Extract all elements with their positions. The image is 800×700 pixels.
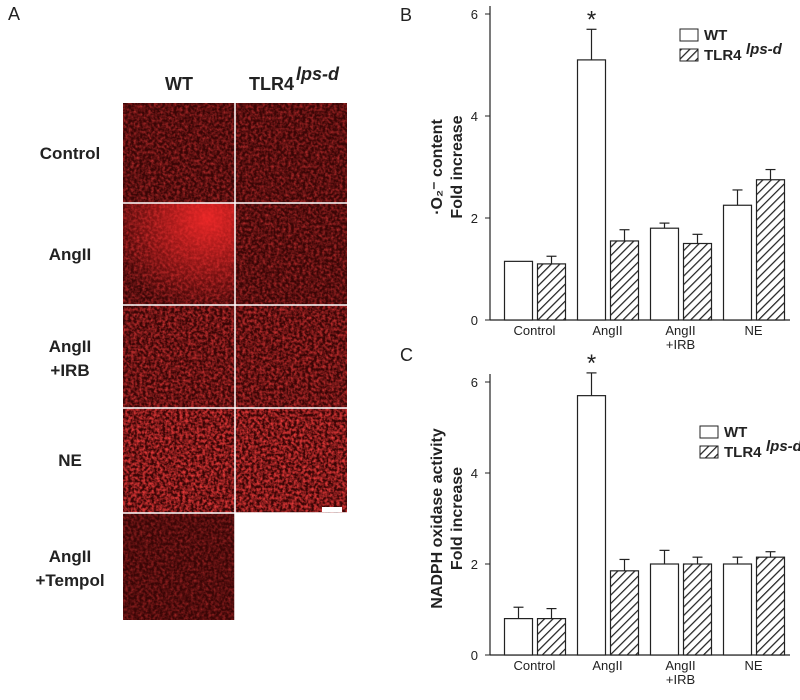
row-label: AngII (49, 337, 92, 356)
bar (649, 227, 680, 321)
x-tick-label: NE (744, 323, 762, 338)
x-tick-label: AngII (592, 323, 622, 338)
y-tick-label: 6 (471, 375, 478, 390)
x-tick-label: +IRB (666, 672, 695, 687)
row-label: NE (58, 451, 82, 470)
bar (609, 570, 640, 656)
legend-label: WT (724, 424, 747, 441)
legend-swatch (679, 28, 699, 42)
legend-swatch (699, 425, 719, 439)
column-label: WT (165, 74, 193, 94)
y-axis-title: NADPH oxidase activity (429, 428, 446, 609)
error-bar (619, 229, 630, 241)
bar (576, 395, 607, 656)
bar (576, 59, 607, 321)
row-label: AngII (49, 547, 92, 566)
bar (722, 563, 753, 656)
y-tick-label: 4 (471, 109, 478, 124)
y-tick-label: 4 (471, 466, 478, 481)
x-tick-label: +IRB (666, 337, 695, 352)
legend-label: TLR4 (724, 444, 762, 461)
legend-label-sup: lps-d (766, 438, 800, 455)
y-tick-label: 0 (471, 648, 478, 663)
error-bar (619, 558, 630, 571)
panel-label: B (400, 5, 412, 25)
bar (536, 617, 567, 656)
x-tick-label: AngII (592, 658, 622, 673)
bar (682, 563, 713, 656)
bar (755, 556, 786, 656)
bar (503, 617, 534, 656)
bar (536, 263, 567, 321)
row-label: Control (40, 144, 100, 163)
bar (722, 204, 753, 321)
x-tick-label: AngII (665, 658, 695, 673)
error-bar (659, 222, 670, 229)
legend-swatch (679, 48, 699, 62)
panel-label: A (8, 4, 20, 24)
row-label: +IRB (50, 361, 89, 380)
bar (503, 260, 534, 321)
bar (609, 240, 640, 321)
error-bar (659, 549, 670, 564)
legend-label-sup: lps-d (746, 41, 783, 58)
significance-mark: * (587, 6, 596, 33)
x-tick-label: Control (514, 658, 556, 673)
error-bar (732, 556, 743, 564)
error-bar (586, 372, 597, 396)
error-bar (765, 168, 776, 180)
significance-mark: * (587, 350, 596, 377)
error-bar (692, 556, 703, 564)
bar (755, 179, 786, 321)
error-bar (732, 189, 743, 206)
row-label: +Tempol (35, 571, 104, 590)
error-bar (765, 551, 776, 558)
column-label: TLR4 (249, 74, 294, 94)
y-tick-label: 2 (471, 557, 478, 572)
y-tick-label: 6 (471, 7, 478, 22)
error-bar (513, 606, 524, 619)
legend-label: WT (704, 27, 727, 44)
y-axis-title: ·O₂⁻ content (429, 119, 446, 215)
x-tick-label: NE (744, 658, 762, 673)
row-label: AngII (49, 245, 92, 264)
y-axis-title: Fold increase (449, 467, 466, 570)
x-tick-label: Control (514, 323, 556, 338)
y-tick-label: 2 (471, 211, 478, 226)
column-label-sup: lps-d (296, 64, 340, 84)
legend-label: TLR4 (704, 47, 742, 64)
panel-label: C (400, 345, 413, 365)
x-tick-label: AngII (665, 323, 695, 338)
error-bar (692, 233, 703, 244)
bar (682, 242, 713, 321)
micrographs (123, 103, 347, 620)
error-bar (546, 255, 557, 264)
y-tick-label: 0 (471, 313, 478, 328)
y-axis-title: Fold increase (449, 115, 466, 218)
legend-swatch (699, 445, 719, 459)
error-bar (546, 607, 557, 619)
bar (649, 563, 680, 656)
error-bar (586, 28, 597, 60)
